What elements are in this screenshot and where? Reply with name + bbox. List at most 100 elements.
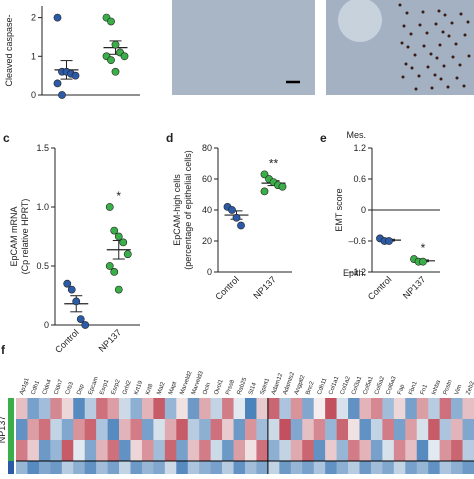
stain	[466, 20, 470, 24]
cell	[222, 440, 234, 461]
cell	[38, 461, 51, 479]
cell	[393, 440, 406, 461]
cell	[348, 440, 360, 461]
dot	[110, 226, 119, 235]
cell	[428, 419, 440, 440]
dot	[63, 279, 72, 288]
cell	[222, 461, 234, 479]
cell	[130, 461, 143, 479]
gene-label: Fap	[397, 383, 406, 395]
cell	[451, 398, 463, 419]
cell	[245, 440, 257, 461]
group-bar	[8, 398, 14, 419]
gene-label: Epcam	[88, 376, 100, 396]
stain	[442, 64, 446, 68]
cell	[416, 398, 429, 419]
cell	[462, 398, 474, 419]
gene-label: Vim	[454, 384, 463, 396]
stain	[417, 74, 421, 78]
cell	[393, 461, 406, 479]
cell	[164, 440, 177, 461]
stain	[450, 21, 454, 25]
cell	[50, 419, 63, 440]
cell	[279, 419, 292, 440]
y-tick-label: –0.6	[348, 236, 366, 246]
gene-label: Bnc2	[305, 380, 316, 396]
y-axis-label: EpCAM mRNA	[9, 206, 19, 266]
dot	[105, 203, 114, 211]
stain	[400, 41, 404, 45]
dot	[53, 79, 62, 88]
significance: **	[269, 156, 279, 170]
stain	[441, 30, 445, 34]
gene-label: St14	[248, 381, 258, 395]
dot	[419, 257, 427, 266]
stain	[446, 85, 450, 89]
panel-letter: c	[3, 131, 10, 145]
gene-label: Mapt	[168, 381, 178, 396]
gene-label: Cldn7	[53, 378, 64, 395]
cell	[393, 398, 406, 419]
dot	[120, 52, 129, 61]
cell	[359, 419, 372, 440]
cell	[405, 419, 418, 440]
stain	[426, 65, 430, 69]
y-tick-label: 80	[202, 143, 212, 153]
x-tick-label: Control	[366, 274, 394, 302]
cell	[256, 398, 269, 419]
gene-label: Postn	[443, 379, 454, 395]
cell	[245, 398, 257, 419]
cell	[130, 398, 143, 419]
stain	[455, 76, 459, 80]
gene-label: Rab25	[237, 376, 249, 395]
stain	[454, 42, 458, 46]
gene-label: Esrp2	[111, 378, 122, 395]
cell	[61, 461, 74, 479]
cell	[451, 461, 463, 479]
cell	[302, 461, 314, 479]
y-tick-label: 1.2	[353, 143, 366, 153]
y-tick-label: 0	[44, 320, 49, 330]
cell	[84, 419, 97, 440]
gene-label: Cdh11	[317, 377, 329, 396]
cell	[428, 440, 440, 461]
dot	[72, 297, 81, 306]
cell	[439, 398, 452, 419]
stain	[421, 10, 425, 14]
stain	[402, 24, 406, 28]
dot	[107, 17, 115, 26]
gene-label: Col1a2	[340, 375, 352, 396]
stain	[435, 56, 439, 60]
cell	[50, 440, 63, 461]
stain	[437, 9, 441, 13]
dot	[114, 232, 123, 241]
cell	[84, 398, 97, 419]
cell	[50, 398, 63, 419]
stain	[404, 62, 408, 66]
cell	[405, 461, 418, 479]
dot	[111, 67, 120, 76]
cell	[370, 419, 383, 440]
cell	[382, 398, 395, 419]
cell	[222, 419, 234, 440]
cell	[119, 461, 131, 479]
cell	[359, 398, 372, 419]
cell	[382, 440, 395, 461]
cell	[325, 419, 337, 440]
cell	[325, 398, 337, 419]
dot	[58, 91, 66, 99]
dot	[114, 285, 123, 294]
y-tick-label: 1.0	[36, 202, 49, 212]
stain	[418, 23, 422, 27]
cell	[382, 419, 395, 440]
cell	[348, 398, 360, 419]
stain	[451, 55, 455, 59]
cell	[96, 461, 108, 479]
cell	[439, 419, 452, 440]
stain	[447, 34, 451, 38]
cell	[210, 398, 223, 419]
x-tick-label: Control	[53, 327, 81, 355]
cell	[370, 440, 383, 461]
stain	[458, 63, 462, 67]
x-tick-label: Control	[213, 274, 241, 302]
